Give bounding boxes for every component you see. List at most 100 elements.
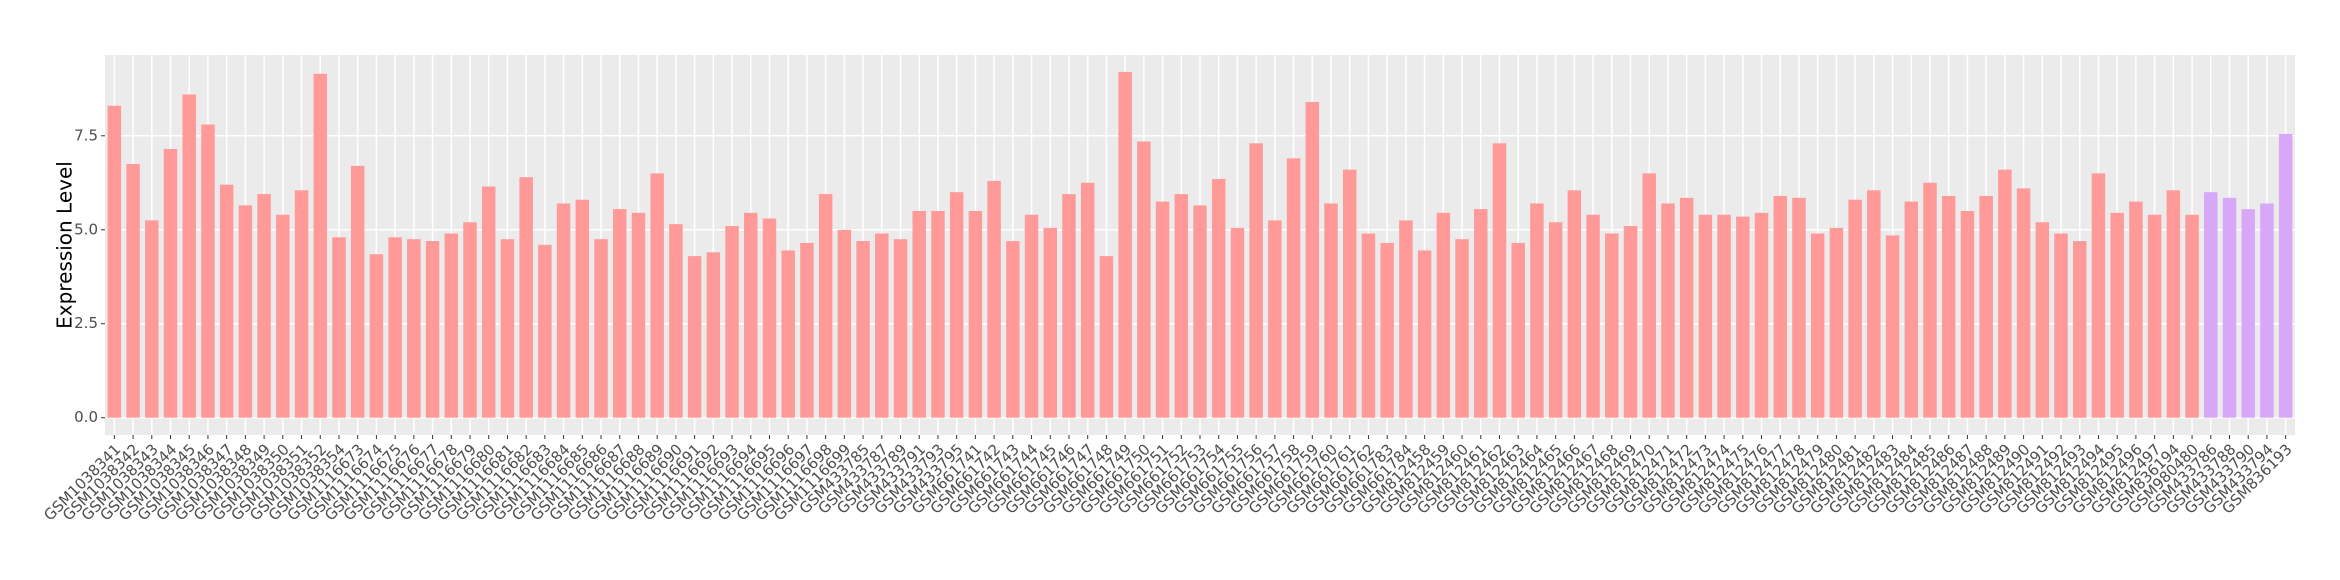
bar <box>1474 209 1488 418</box>
bar <box>350 165 365 418</box>
bar <box>1006 241 1020 418</box>
bar <box>1062 194 1076 418</box>
bar <box>2166 190 2181 418</box>
bar <box>1024 214 1039 418</box>
bar <box>1586 214 1600 418</box>
bar <box>126 164 140 418</box>
bar <box>1492 143 1507 418</box>
bar <box>837 229 852 418</box>
bar <box>725 226 739 418</box>
bar <box>818 194 833 418</box>
bar <box>575 199 590 418</box>
bar <box>276 214 290 418</box>
y-tick-label: 5.0 <box>74 220 98 238</box>
bar <box>1417 250 1432 418</box>
bar <box>987 180 1001 418</box>
bar <box>1642 173 1656 418</box>
bar <box>1511 242 1525 418</box>
bar <box>294 190 309 418</box>
bar <box>1380 242 1394 418</box>
bar <box>1099 256 1114 418</box>
bar <box>2222 197 2237 418</box>
bar <box>463 222 477 418</box>
bar <box>1623 226 1638 418</box>
bar <box>1717 214 1731 418</box>
bar <box>613 209 627 418</box>
bar <box>1286 158 1301 418</box>
bar <box>1343 169 1357 418</box>
bar <box>444 233 459 418</box>
bar <box>388 237 402 418</box>
bar <box>1193 205 1207 418</box>
bar <box>1679 197 1694 418</box>
bar <box>687 256 702 418</box>
bar <box>1848 199 1862 418</box>
bar <box>1043 227 1057 418</box>
bar <box>1605 233 1619 418</box>
bar <box>669 224 683 418</box>
bar <box>1305 101 1320 418</box>
bar <box>1455 239 1469 418</box>
y-axis-label: Expression Level <box>53 161 77 329</box>
bar <box>1268 220 1282 418</box>
bar <box>238 205 253 418</box>
bar <box>631 212 646 418</box>
bar <box>1960 210 1975 418</box>
bar <box>257 194 271 418</box>
bar <box>369 254 384 418</box>
bar <box>407 239 421 418</box>
bar <box>145 220 159 418</box>
bar <box>1324 203 1338 418</box>
bar <box>1137 141 1151 418</box>
bar <box>1174 194 1189 418</box>
bar <box>1361 233 1376 418</box>
y-tick-label: 0.0 <box>74 408 98 426</box>
bar <box>519 177 533 418</box>
bar <box>2054 233 2068 418</box>
bar <box>1867 190 1881 418</box>
bar <box>1436 212 1451 418</box>
bar <box>163 148 178 418</box>
bar <box>912 210 926 418</box>
bar <box>1567 190 1582 418</box>
bar <box>2129 201 2143 418</box>
bar <box>500 239 515 418</box>
bar <box>1118 71 1132 418</box>
bar <box>2185 214 2199 418</box>
bar <box>1792 197 1806 418</box>
bar <box>425 241 440 418</box>
bar <box>781 250 795 418</box>
bar <box>1548 222 1563 418</box>
y-tick-label: 7.5 <box>74 126 98 144</box>
bar <box>1230 227 1245 418</box>
bar <box>219 184 234 418</box>
bar <box>1810 233 1825 418</box>
bar <box>2241 209 2255 418</box>
bar <box>1399 220 1413 418</box>
bar <box>1904 201 1919 418</box>
bar <box>1829 227 1844 418</box>
bar <box>1754 212 1769 418</box>
bar <box>538 244 552 418</box>
bar <box>201 124 215 418</box>
bar <box>893 239 908 418</box>
bar <box>2147 214 2162 418</box>
bar <box>556 203 571 418</box>
bar <box>1530 203 1544 418</box>
bar <box>1923 182 1937 418</box>
bar <box>1080 182 1095 418</box>
bar <box>1211 179 1226 418</box>
bar <box>2035 222 2050 418</box>
bar <box>856 241 870 418</box>
bar <box>800 242 814 418</box>
bar <box>1885 235 1900 418</box>
bar <box>1736 216 1750 418</box>
bar <box>2091 173 2106 418</box>
bar <box>2110 212 2124 418</box>
bar <box>594 239 608 418</box>
bar <box>2204 192 2218 418</box>
bar <box>949 192 964 418</box>
bar <box>762 218 777 418</box>
bar <box>1249 143 1263 418</box>
